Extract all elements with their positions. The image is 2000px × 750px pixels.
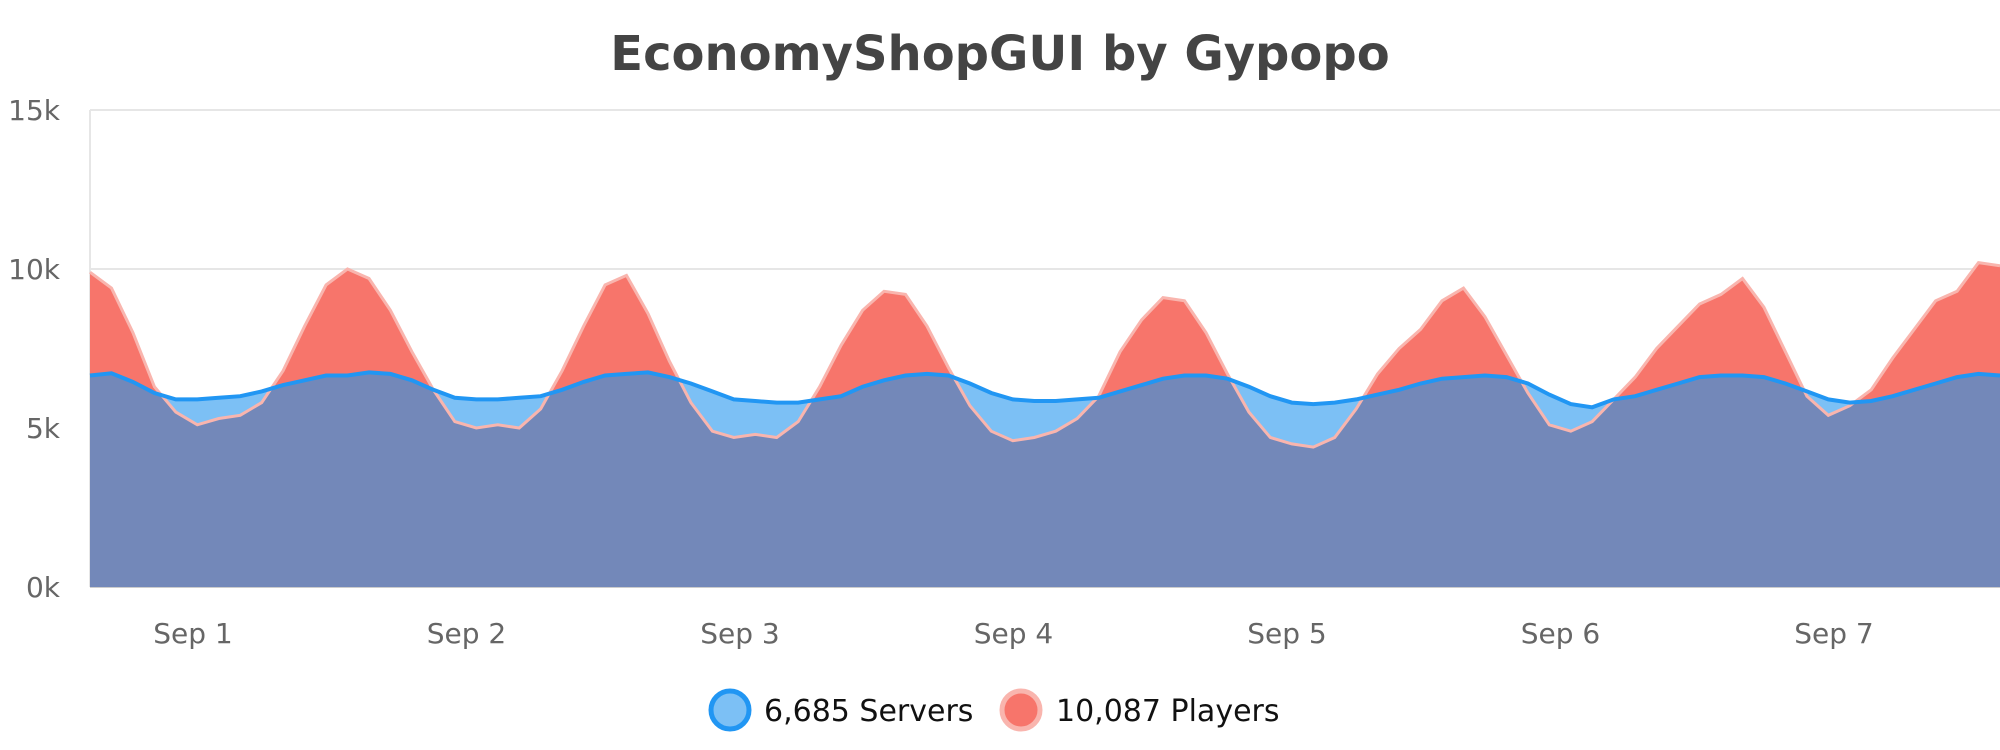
overlap-area <box>90 372 2000 587</box>
players-legend-label: 10,087 Players <box>1056 694 1280 729</box>
chart-title: EconomyShopGUI by Gypopo <box>610 26 1389 82</box>
x-tick-label: Sep 6 <box>1521 617 1601 650</box>
x-tick-label: Sep 5 <box>1247 617 1327 650</box>
y-tick-label: 0k <box>26 571 61 604</box>
x-tick-label: Sep 4 <box>974 617 1054 650</box>
players-legend-swatch <box>999 688 1043 732</box>
x-tick-label: Sep 1 <box>153 617 233 650</box>
servers-line <box>89 370 2000 410</box>
y-tick-label: 15k <box>8 94 61 127</box>
plot-area <box>89 260 2000 587</box>
x-tick-label: Sep 2 <box>427 617 507 650</box>
y-tick-label: 5k <box>26 412 61 445</box>
x-tick-label: Sep 3 <box>700 617 780 650</box>
servers-legend-label: 6,685 Servers <box>764 694 973 729</box>
x-axis: Sep 1 Sep 2 Sep 3 Sep 4 Sep 5 Sep 6 Sep 7 <box>153 617 1874 650</box>
x-tick-label: Sep 7 <box>1794 617 1874 650</box>
players-line <box>89 260 2000 449</box>
y-tick-label: 10k <box>8 253 61 286</box>
legend: 6,685 Servers 10,087 Players <box>708 688 1280 732</box>
servers-legend-swatch <box>708 688 752 732</box>
